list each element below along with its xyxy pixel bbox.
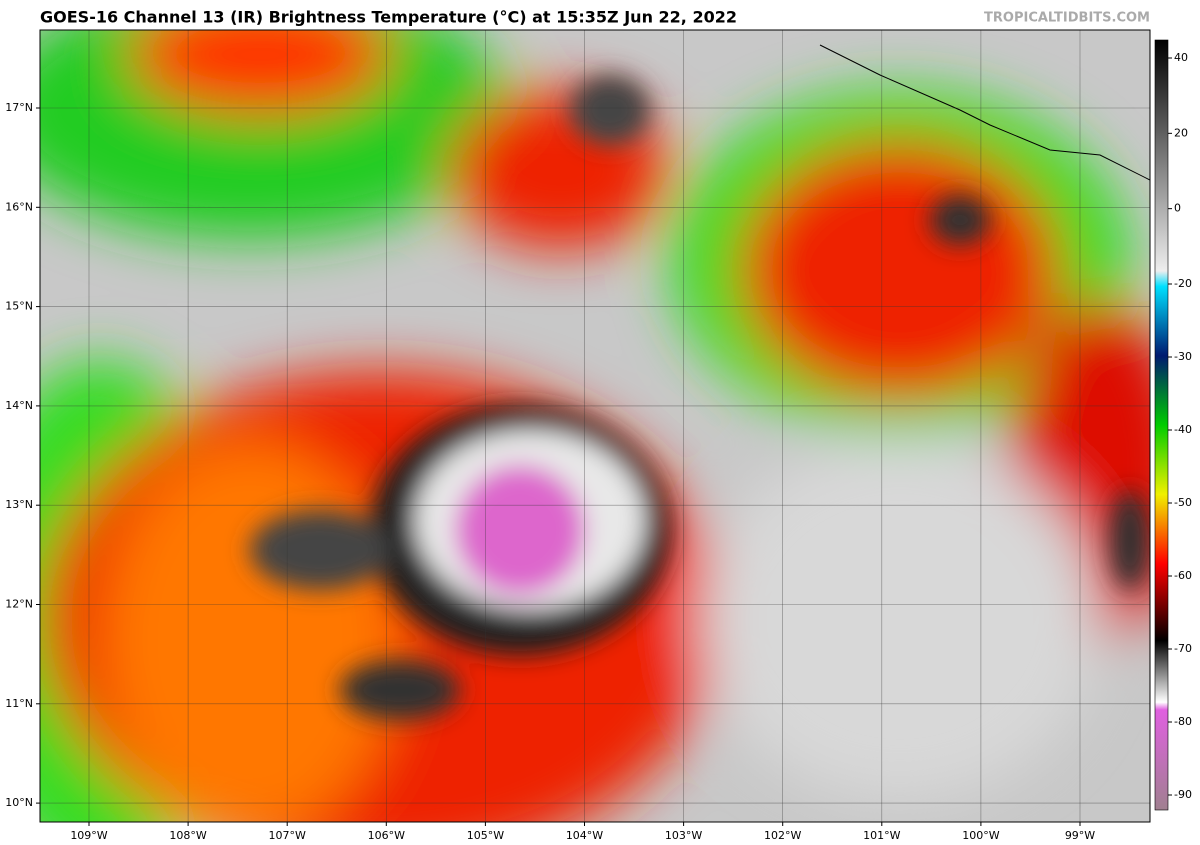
lat-label: 16°N	[5, 200, 33, 213]
lat-label: 17°N	[5, 101, 33, 114]
colorbar-label: -90	[1174, 788, 1192, 801]
colorbar-label: 0	[1174, 202, 1181, 215]
map-frame	[39, 29, 1151, 823]
lon-label: 109°W	[70, 829, 107, 842]
colorbar-label: -20	[1174, 277, 1192, 290]
watermark: TROPICALTIDBITS.COM	[984, 11, 1150, 26]
lon-label: 108°W	[169, 829, 206, 842]
lon-label: 101°W	[863, 829, 900, 842]
lon-label: 99°W	[1065, 829, 1095, 842]
lon-label: 107°W	[269, 829, 306, 842]
lat-label: 10°N	[5, 796, 33, 809]
colorbar-label: -70	[1174, 642, 1192, 655]
lat-label: 14°N	[5, 399, 33, 412]
lon-label: 103°W	[665, 829, 702, 842]
colorbar-label: 40	[1174, 51, 1188, 64]
lat-label: 15°N	[5, 300, 33, 313]
colorbar-label: -50	[1174, 496, 1192, 509]
lon-label: 102°W	[764, 829, 801, 842]
lon-label: 104°W	[566, 829, 603, 842]
lon-label: 106°W	[368, 829, 405, 842]
lat-label: 12°N	[5, 598, 33, 611]
title: GOES-16 Channel 13 (IR) Brightness Tempe…	[40, 8, 737, 27]
colorbar	[1154, 39, 1169, 811]
graticule	[40, 30, 1150, 822]
lon-label: 100°W	[962, 829, 999, 842]
lat-label: 13°N	[5, 498, 33, 511]
colorbar-label: -60	[1174, 569, 1192, 582]
lat-label: 11°N	[5, 697, 33, 710]
lon-label: 105°W	[467, 829, 504, 842]
colorbar-label: 20	[1174, 126, 1188, 139]
colorbar-label: -30	[1174, 350, 1192, 363]
colorbar-label: -40	[1174, 423, 1192, 436]
colorbar-label: -80	[1174, 715, 1192, 728]
